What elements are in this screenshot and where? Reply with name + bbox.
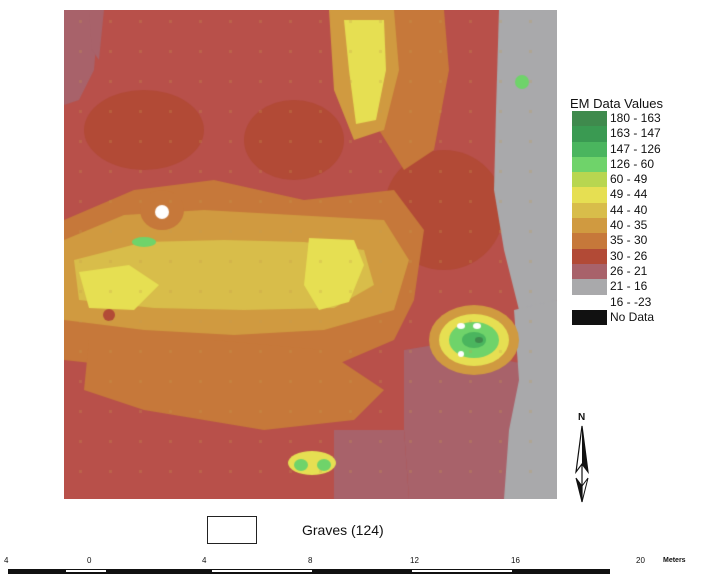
legend-entry: 44 - 40: [568, 202, 703, 219]
legend-swatch: [572, 187, 607, 203]
legend-label: 35 - 30: [610, 233, 648, 248]
scale-bar: 4 0 4 8 12 16 20 Meters: [0, 556, 705, 578]
scale-tick-label: 0: [87, 556, 92, 565]
scale-segment: [66, 570, 106, 572]
legend-swatch: [572, 111, 607, 127]
legend-entry: No Data: [568, 309, 703, 326]
legend-entry: 163 - 147: [568, 126, 703, 142]
legend-swatch: [572, 218, 607, 234]
legend-label: No Data: [610, 309, 655, 324]
legend-label: 49 - 44: [610, 187, 648, 202]
scale-tick-label: 20: [636, 556, 645, 565]
legend-label: 163 - 147: [610, 126, 661, 141]
legend-label: 16 - -23: [610, 294, 652, 309]
legend-title: EM Data Values: [570, 96, 663, 111]
legend-entry: 16 - -23: [568, 294, 703, 310]
legend-entry: 30 - 26: [568, 248, 703, 264]
legend-entry: 40 - 35: [568, 218, 703, 234]
scale-tick-label: 4: [4, 556, 9, 565]
legend-label: 180 - 163: [610, 111, 661, 125]
north-label: N: [578, 412, 585, 423]
legend-entries: 180 - 163 163 - 147 147 - 126 126 - 60 6…: [568, 111, 703, 326]
legend-swatch: [572, 248, 607, 264]
legend-entry: 35 - 30: [568, 233, 703, 249]
legend-swatch: [572, 263, 607, 280]
legend-swatch: [572, 233, 607, 249]
north-arrow-icon: N: [575, 412, 589, 503]
legend-entry: 147 - 126: [568, 141, 703, 157]
legend-label: 30 - 26: [610, 248, 648, 263]
legend-entry: 21 - 16: [568, 279, 703, 295]
legend-swatch: [572, 126, 607, 142]
legend-label: 44 - 40: [610, 202, 648, 217]
legend-swatch: [572, 202, 607, 219]
em-data-map[interactable]: [64, 10, 557, 499]
legend-swatch: [572, 172, 607, 188]
legend-swatch: [572, 309, 607, 326]
em-raster: [64, 10, 557, 499]
legend-entry: 60 - 49: [568, 172, 703, 188]
legend-entry: 26 - 21: [568, 263, 703, 280]
legend-swatch: [572, 156, 607, 173]
legend-entry: 49 - 44: [568, 187, 703, 203]
legend-label: 60 - 49: [610, 172, 648, 187]
legend-label: 40 - 35: [610, 218, 648, 233]
legend-entry: 180 - 163: [568, 111, 703, 127]
scale-units: Meters: [663, 557, 686, 564]
scale-segment: [212, 570, 312, 572]
legend-swatch: [572, 294, 607, 310]
legend-label: 21 - 16: [610, 279, 648, 294]
scale-segment: [412, 570, 512, 572]
graves-legend-label: Graves (124): [302, 522, 384, 538]
scale-tick-label: 8: [308, 556, 313, 565]
legend-entry: 126 - 60: [568, 156, 703, 173]
legend-label: 26 - 21: [610, 263, 648, 278]
graves-legend-symbol: [207, 516, 257, 544]
scale-tick-label: 12: [410, 556, 419, 565]
legend-label: 147 - 126: [610, 141, 661, 156]
legend-swatch: [572, 279, 607, 295]
scale-tick-label: 16: [511, 556, 520, 565]
north-arrow: N: [572, 408, 592, 504]
legend-label: 126 - 60: [610, 156, 655, 171]
legend-swatch: [572, 141, 607, 157]
scale-tick-label: 4: [202, 556, 207, 565]
legend: EM Data Values 180 - 163 163 - 147 147 -…: [568, 96, 703, 326]
